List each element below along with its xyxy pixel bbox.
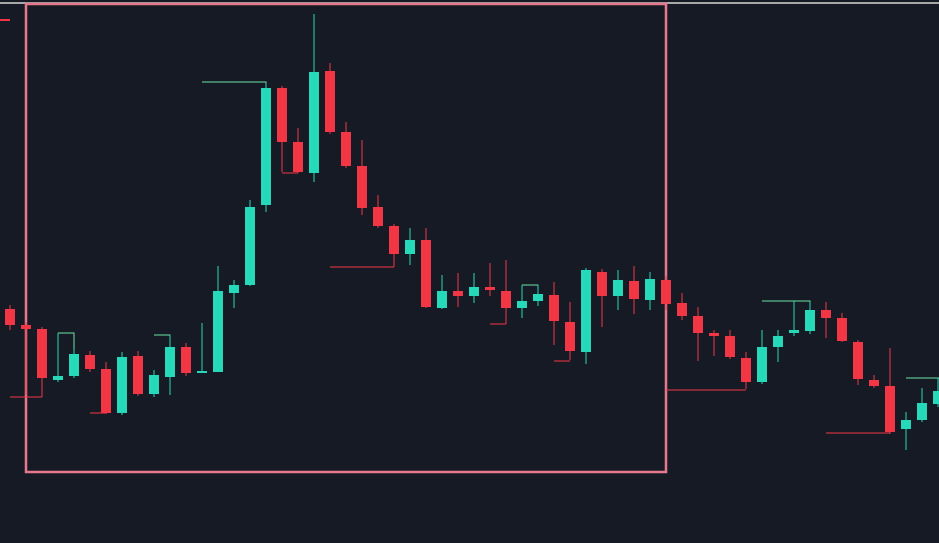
candle-body bbox=[197, 371, 207, 373]
candle-body bbox=[693, 316, 703, 333]
candle-body bbox=[325, 71, 335, 132]
candle-body bbox=[709, 333, 719, 336]
candle-body bbox=[245, 207, 255, 285]
candle-body bbox=[917, 403, 927, 420]
candle-body bbox=[341, 132, 351, 166]
candle-body bbox=[373, 207, 383, 226]
candle-body bbox=[869, 380, 879, 386]
candle-body bbox=[837, 318, 847, 341]
candle-body bbox=[469, 287, 479, 296]
candle-body bbox=[885, 386, 895, 432]
candle-body bbox=[645, 279, 655, 300]
candle-body bbox=[149, 375, 159, 394]
candles bbox=[5, 14, 939, 450]
candle-body bbox=[773, 336, 783, 347]
candle-body bbox=[629, 281, 639, 299]
candle-body bbox=[421, 240, 431, 307]
candle-body bbox=[181, 347, 191, 373]
candle-body bbox=[677, 303, 687, 316]
candle-body bbox=[901, 420, 911, 429]
candle-body bbox=[133, 356, 143, 394]
candle-body bbox=[517, 301, 527, 308]
candle-body bbox=[453, 291, 463, 296]
candle-body bbox=[757, 347, 767, 382]
candle-body bbox=[725, 336, 735, 357]
candle-body bbox=[933, 391, 939, 404]
candle-body bbox=[597, 272, 607, 296]
candle-body bbox=[117, 357, 127, 413]
candle-body bbox=[741, 358, 751, 382]
candle-body bbox=[261, 88, 271, 205]
candle-body bbox=[485, 287, 495, 290]
candle-body bbox=[69, 354, 79, 376]
candle-body bbox=[565, 322, 575, 351]
candle-body bbox=[549, 295, 559, 321]
candle-body bbox=[277, 88, 287, 142]
candle-body bbox=[213, 291, 223, 372]
candle-body bbox=[5, 309, 15, 325]
swing-high-line bbox=[202, 81, 267, 88]
candle-body bbox=[821, 310, 831, 318]
candle-body bbox=[533, 294, 543, 301]
candle-body bbox=[85, 355, 95, 369]
candle-body bbox=[853, 342, 863, 379]
swing-high-line bbox=[154, 334, 171, 347]
candle-body bbox=[405, 240, 415, 254]
swing-high-lines bbox=[58, 81, 939, 379]
candle-body bbox=[805, 310, 815, 331]
candle-body bbox=[229, 285, 239, 293]
candle-body bbox=[53, 376, 63, 380]
swing-low-lines bbox=[10, 172, 890, 434]
candle-body bbox=[293, 142, 303, 172]
candle-body bbox=[501, 291, 511, 308]
swing-high-line bbox=[762, 300, 811, 310]
candle-body bbox=[309, 72, 319, 173]
candle-body bbox=[661, 280, 671, 304]
candle-body bbox=[37, 329, 47, 378]
swing-high-line bbox=[522, 284, 539, 294]
swing-high-line bbox=[58, 332, 75, 354]
candle-body bbox=[101, 369, 111, 413]
candle-body bbox=[437, 291, 447, 308]
candle-body bbox=[581, 270, 591, 352]
candle-body bbox=[613, 280, 623, 296]
candle-body bbox=[165, 347, 175, 377]
candle-body bbox=[789, 330, 799, 333]
selection-box bbox=[24, 2, 668, 474]
candle-body bbox=[389, 226, 399, 254]
candle-body bbox=[357, 166, 367, 208]
candle-body bbox=[21, 325, 31, 329]
